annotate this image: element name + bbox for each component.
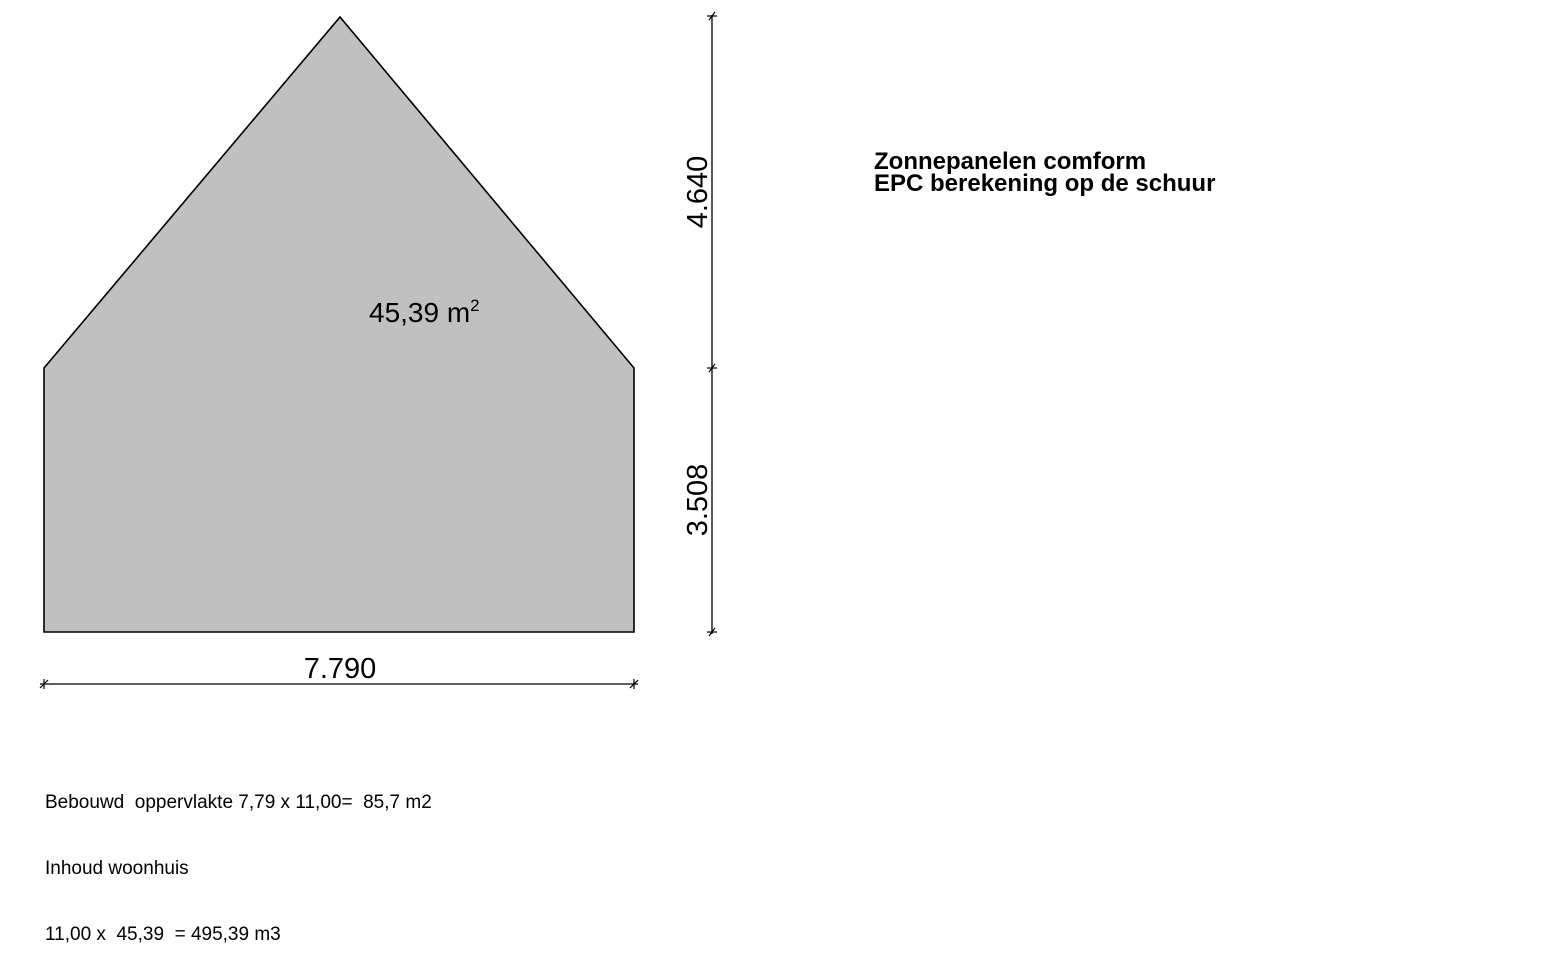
house-profile-shape [43, 15, 635, 633]
floor-section-drawing: 45,39 m2 4.640 3.508 7.790 [39, 11, 717, 689]
dimension-roof-height-label: 4.640 [682, 156, 714, 229]
dimension-wall-height-label: 3.508 [682, 464, 714, 537]
vertical-dimension: 4.640 3.508 [682, 11, 717, 637]
horizontal-dimension: 7.790 [39, 653, 639, 689]
dimension-tick-left [39, 679, 49, 689]
dimension-width-label: 7.790 [304, 653, 377, 685]
dimension-tick-right [629, 679, 639, 689]
dimension-tick-top [707, 11, 717, 21]
calc-line-volume-title: Inhoud woonhuis [45, 858, 189, 879]
note-line-1: Zonnepanelen comform [874, 148, 1147, 175]
dimension-tick-middle [707, 363, 717, 373]
solar-panel-note: Zonnepanelen comform EPC berekening op d… [874, 148, 1216, 197]
area-label: 45,39 m2 [369, 296, 480, 328]
dimension-tick-bottom [707, 627, 717, 637]
calc-line-volume-formula: 11,00 x 45,39 = 495,39 m3 [45, 924, 281, 945]
calc-line-built-area: Bebouwd oppervlakte 7,79 x 11,00= 85,7 m… [45, 792, 432, 813]
note-line-2: EPC berekening op de schuur [874, 170, 1216, 197]
area-volume-calculation: Bebouwd oppervlakte 7,79 x 11,00= 85,7 m… [45, 748, 432, 968]
